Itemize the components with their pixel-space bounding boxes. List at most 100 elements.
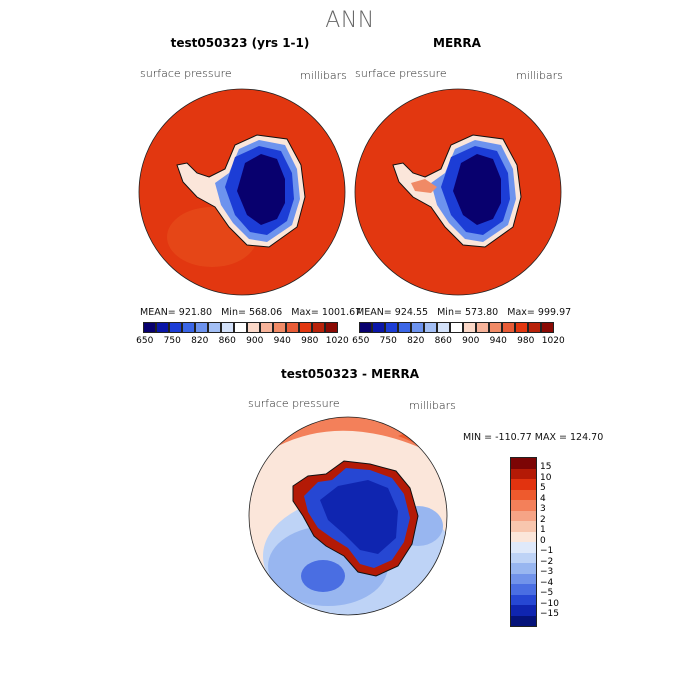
colorbar-swatch [398, 322, 411, 333]
colorbar-label: 900 [462, 336, 480, 346]
panel1-colorbar-labels: 650 750 820 860 900 940 980 1020 [131, 336, 351, 346]
colorbar-swatch [528, 322, 541, 333]
panel2-units: millibars [516, 69, 563, 82]
figure-title: ANN [325, 8, 375, 33]
panel1-land-deep [237, 154, 285, 225]
diff-colorbar-label: 3 [540, 504, 546, 514]
diff-colorbar-swatch [511, 615, 536, 626]
colorbar-swatch [476, 322, 489, 333]
diff-colorbar-label: −15 [540, 609, 559, 619]
diff-colorbar-swatch [511, 531, 536, 542]
panel3-title: test050323 - MERRA [280, 367, 420, 381]
colorbar-label: 900 [246, 336, 264, 346]
diff-colorbar-swatch [511, 552, 536, 563]
panel3-variable: surface pressure [248, 397, 340, 410]
panel1-units: millibars [300, 69, 347, 82]
colorbar-swatch [182, 322, 195, 333]
colorbar-label: 1020 [541, 336, 565, 346]
colorbar-label: 940 [273, 336, 291, 346]
panel2-map [354, 88, 562, 296]
panel2-stats: MEAN= 924.55 Min= 573.80 Max= 999.97 [356, 307, 572, 318]
colorbar-label: 980 [517, 336, 535, 346]
panel2-colorbar-labels: 650 750 820 860 900 940 980 1020 [347, 336, 567, 346]
panel2-boundary [354, 88, 562, 296]
colorbar-label: 650 [136, 336, 154, 346]
colorbar-swatch [502, 322, 515, 333]
colorbar-swatch [221, 322, 234, 333]
diff-colorbar-swatch [511, 479, 536, 490]
panel2-variable: surface pressure [355, 67, 447, 80]
diff-colorbar-label: −1 [540, 546, 554, 556]
diff-colorbar-label: −3 [540, 567, 554, 577]
colorbar-swatch [325, 322, 338, 333]
colorbar-swatch [463, 322, 476, 333]
diff-colorbar-label: −2 [540, 556, 554, 567]
colorbar-swatch [195, 322, 208, 333]
colorbar-label: 980 [301, 336, 319, 346]
panel1-colorbar [143, 322, 338, 333]
colorbar-label: 650 [352, 336, 370, 346]
colorbar-label: 820 [191, 336, 209, 346]
diff-colorbar-label: −4 [540, 577, 554, 588]
colorbar-label: 940 [489, 336, 507, 346]
colorbar-label: 860 [218, 336, 236, 346]
diff-colorbar-swatch [511, 500, 536, 511]
colorbar-label: 750 [379, 336, 397, 346]
diff-colorbar-label: −5 [540, 588, 554, 598]
panel3-continent-core [320, 480, 398, 554]
diff-colorbar-swatch [511, 458, 536, 469]
colorbar-swatch [247, 322, 260, 333]
colorbar-label: 750 [163, 336, 181, 346]
panel3-map [248, 416, 448, 616]
diff-colorbar-label: 2 [540, 514, 546, 525]
colorbar-swatch [156, 322, 169, 333]
panel3-strong-blue [301, 560, 345, 592]
panel1-title: test050323 (yrs 1-1) [170, 36, 310, 50]
panel2-peninsula-warm [411, 179, 437, 193]
diff-colorbar-swatch [511, 594, 536, 605]
colorbar-swatch [312, 322, 325, 333]
diff-colorbar-swatch [511, 489, 536, 500]
colorbar-swatch [515, 322, 528, 333]
colorbar-swatch [437, 322, 450, 333]
colorbar-swatch [450, 322, 463, 333]
panel1-boundary [138, 88, 346, 296]
panel2-land-deep [453, 154, 501, 225]
diff-colorbar-label: 1 [540, 525, 546, 535]
diff-colorbar-label: 0 [540, 535, 546, 546]
colorbar-swatch [372, 322, 385, 333]
colorbar-swatch [385, 322, 398, 333]
colorbar-label: 1020 [325, 336, 349, 346]
diff-colorbar-swatch [511, 563, 536, 574]
diff-colorbar-swatch [511, 542, 536, 553]
colorbar-label: 820 [407, 336, 425, 346]
panel2-title: MERRA [433, 36, 481, 50]
colorbar-swatch [299, 322, 312, 333]
diff-colorbar-swatch [511, 521, 536, 532]
panel2-colorbar [359, 322, 554, 333]
panel3-stats: MIN = -110.77 MAX = 124.70 [463, 432, 604, 443]
diff-colorbar-swatch [511, 510, 536, 521]
panel3-boundary [248, 416, 448, 616]
panel3-colorbar [510, 457, 537, 627]
colorbar-swatch [234, 322, 247, 333]
diff-colorbar-swatch [511, 573, 536, 584]
panel1-map [138, 88, 346, 296]
colorbar-swatch [286, 322, 299, 333]
diff-colorbar-label: 4 [540, 493, 546, 504]
diff-colorbar-swatch [511, 605, 536, 616]
diff-colorbar-label: 5 [540, 483, 546, 493]
diff-colorbar-label: −10 [540, 598, 559, 609]
colorbar-label: 860 [434, 336, 452, 346]
diff-colorbar-swatch [511, 468, 536, 479]
diff-colorbar-label: 10 [540, 472, 552, 483]
colorbar-swatch [489, 322, 502, 333]
colorbar-swatch [260, 322, 273, 333]
colorbar-swatch [411, 322, 424, 333]
panel1-variable: surface pressure [140, 67, 232, 80]
diff-colorbar-swatch [511, 584, 536, 595]
colorbar-swatch [169, 322, 182, 333]
panel3-units: millibars [409, 399, 456, 412]
colorbar-swatch [424, 322, 437, 333]
colorbar-swatch [208, 322, 221, 333]
